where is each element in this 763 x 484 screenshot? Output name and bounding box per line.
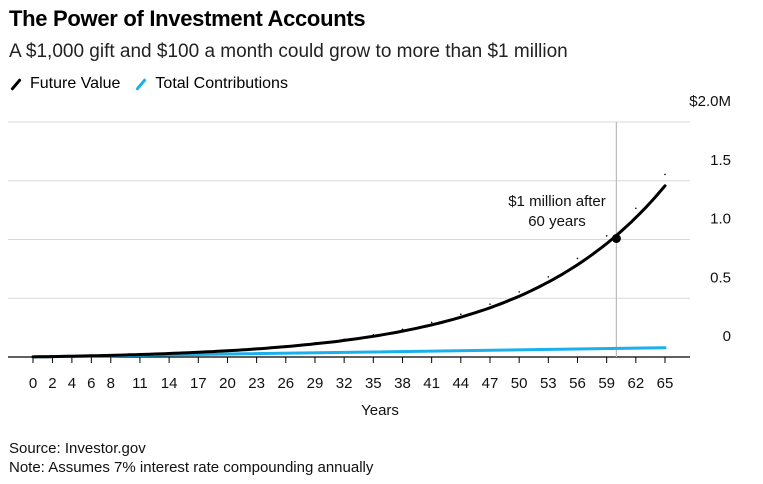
y-tick-label-0: $2.0M bbox=[689, 93, 731, 110]
x-tick-label-16: 44 bbox=[452, 375, 469, 392]
future-value-point-26 bbox=[285, 345, 287, 347]
x-tick-label-0: 0 bbox=[29, 375, 37, 392]
x-tick-label-2: 4 bbox=[68, 375, 76, 392]
future-value-point-50 bbox=[518, 291, 520, 293]
future-value-point-56 bbox=[576, 257, 579, 260]
future-value-point-59 bbox=[605, 235, 608, 237]
y-tick-label-3: 0.5 bbox=[710, 269, 731, 286]
x-tick-label-4: 8 bbox=[107, 375, 115, 392]
y-tick-label-2: 1.0 bbox=[710, 211, 731, 228]
future-value-point-38 bbox=[401, 328, 404, 331]
x-tick-label-1: 2 bbox=[48, 375, 56, 392]
chart-subtitle: A $1,000 gift and $100 a month could gro… bbox=[9, 41, 568, 62]
legend-label-total-contributions: Total Contributions bbox=[155, 75, 288, 92]
x-tick-label-8: 20 bbox=[219, 375, 236, 392]
future-value-point-47 bbox=[489, 303, 491, 305]
annotation-text-line-0: $1 million after bbox=[508, 193, 606, 210]
x-tick-label-17: 47 bbox=[482, 375, 499, 392]
future-value-point-41 bbox=[430, 321, 433, 324]
x-tick-label-5: 11 bbox=[132, 375, 148, 392]
annotation-text-line-1: 60 years bbox=[528, 213, 586, 230]
future-value-point-0 bbox=[32, 356, 34, 358]
future-value-point-62 bbox=[635, 207, 637, 210]
legend: Future Value Total Contributions bbox=[9, 73, 302, 95]
future-value-point-65 bbox=[664, 173, 666, 176]
assumption-note: Note: Assumes 7% interest rate compoundi… bbox=[9, 459, 374, 476]
x-tick-label-10: 26 bbox=[277, 375, 294, 392]
future-value-point-17 bbox=[197, 351, 200, 353]
future-value-point-6 bbox=[90, 354, 93, 357]
future-value-point-23 bbox=[255, 347, 258, 350]
x-tick-label-6: 14 bbox=[161, 375, 178, 392]
legend-label-future-value: Future Value bbox=[30, 75, 121, 92]
x-tick-label-14: 38 bbox=[394, 375, 411, 392]
future-value-point-11 bbox=[139, 353, 141, 356]
x-tick-label-18: 50 bbox=[511, 375, 528, 392]
x-tick-label-13: 35 bbox=[365, 375, 382, 392]
legend-item-total-contributions: Total Contributions bbox=[134, 75, 288, 93]
x-tick-label-11: 29 bbox=[307, 375, 324, 392]
x-tick-label-19: 53 bbox=[540, 375, 557, 392]
x-tick-label-15: 41 bbox=[423, 375, 440, 392]
future-value-point-8 bbox=[109, 354, 112, 357]
y-tick-label-4: 0 bbox=[723, 328, 731, 345]
x-tick-label-9: 23 bbox=[248, 375, 265, 392]
x-tick-label-23: 65 bbox=[657, 375, 674, 392]
x-tick-label-7: 17 bbox=[190, 375, 207, 392]
future-value-point-44 bbox=[460, 313, 462, 316]
legend-item-future-value: Future Value bbox=[9, 75, 120, 93]
series-line-future-value bbox=[31, 184, 667, 359]
future-value-point-35 bbox=[372, 333, 375, 336]
x-tick-label-3: 6 bbox=[87, 375, 95, 392]
future-value-point-53 bbox=[547, 276, 550, 278]
future-value-point-29 bbox=[314, 342, 316, 344]
x-tick-label-22: 62 bbox=[627, 375, 644, 392]
future-value-point-4 bbox=[71, 355, 73, 357]
x-tick-label-20: 56 bbox=[569, 375, 586, 392]
line-chart: $2.0M1.51.00.500 2 4 6 8 11 14 17 20 23 26 29 32 35 38… bbox=[8, 93, 731, 419]
future-value-point-20 bbox=[226, 349, 229, 352]
future-value-point-2 bbox=[51, 355, 54, 358]
future-value-point-32 bbox=[343, 338, 345, 341]
source-note: Source: Investor.gov bbox=[9, 440, 146, 457]
y-tick-label-1: 1.5 bbox=[710, 152, 731, 169]
x-tick-label-12: 32 bbox=[336, 375, 353, 392]
chart-title: The Power of Investment Accounts bbox=[9, 6, 366, 31]
future-value-point-14 bbox=[168, 352, 170, 355]
x-axis-label: Years bbox=[361, 402, 399, 419]
x-tick-label-21: 59 bbox=[598, 375, 615, 392]
annotation-dot bbox=[611, 234, 621, 243]
